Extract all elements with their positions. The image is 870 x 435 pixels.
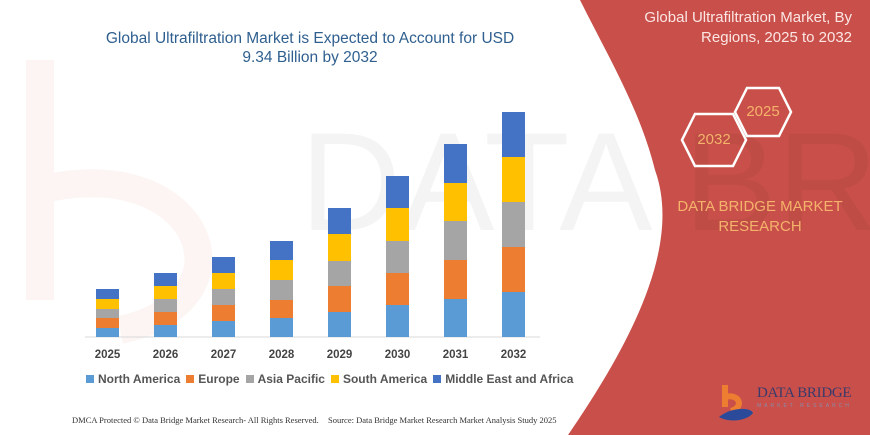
legend-swatch [330, 375, 339, 383]
bar-segment-2029-asia-pacific [328, 261, 351, 286]
bar-segment-2032-europe [502, 247, 525, 292]
panel-title: Global Ultrafiltration Market, By Region… [592, 8, 852, 48]
bar-segment-2025-europe [96, 318, 119, 328]
legend-item: Middle East and Africa [433, 372, 573, 386]
bar-segment-2031-middle-east-and-africa [444, 144, 467, 183]
panel-title-line-1: Global Ultrafiltration Market, By [644, 9, 852, 26]
legend-item: Europe [186, 372, 240, 386]
bar-segment-2028-south-america [270, 260, 293, 280]
legend: North America Europe Asia Pacific South Ame… [86, 372, 573, 386]
bar-segment-2028-north-america [270, 318, 293, 337]
bar-segment-2032-middle-east-and-africa [502, 112, 525, 157]
bar-segment-2031-asia-pacific [444, 221, 467, 260]
bars [96, 112, 525, 337]
bar-segment-2029-europe [328, 286, 351, 312]
bar-segment-2031-north-america [444, 299, 467, 337]
legend-item: Asia Pacific [245, 372, 325, 386]
x-tick-2030: 2030 [385, 349, 411, 361]
bar-segment-2028-middle-east-and-africa [270, 241, 293, 260]
red-panel [568, 0, 870, 435]
bar-segment-2026-asia-pacific [154, 299, 177, 312]
hex-2025 [733, 86, 793, 138]
bar-segment-2026-europe [154, 312, 177, 325]
legend-label: South America [342, 372, 428, 386]
logo-subtext: MARKET RESEARCH [757, 403, 852, 409]
bar-segment-2030-asia-pacific [386, 241, 409, 273]
footer-copyright: DMCA Protected © Data Bridge Market Rese… [72, 415, 319, 425]
bar-segment-2029-north-america [328, 312, 351, 337]
bar-segment-2028-asia-pacific [270, 280, 293, 300]
hex-2025-label: 2025 [746, 103, 780, 120]
bar-segment-2026-south-america [154, 286, 177, 299]
logo-text: DATA BRIDGE [757, 385, 852, 401]
legend-swatch [433, 375, 442, 383]
bar-segment-2032-south-america [502, 157, 525, 202]
bar-segment-2030-middle-east-and-africa [386, 176, 409, 208]
x-tick-2028: 2028 [269, 349, 295, 361]
legend-item: South America [330, 372, 428, 386]
hex-2032-label: 2032 [697, 131, 731, 148]
bar-segment-2029-south-america [328, 234, 351, 261]
x-tick-2025: 2025 [95, 349, 121, 361]
bar-segment-2030-europe [386, 273, 409, 305]
title-line-1: Global Ultrafiltration Market is Expecte… [105, 30, 515, 47]
bar-segment-2026-north-america [154, 325, 177, 337]
x-tick-labels: 2025 2026 2027 2028 2029 2030 2031 2032 [95, 349, 527, 361]
bar-segment-2032-asia-pacific [502, 202, 525, 247]
legend-swatch [186, 375, 195, 383]
bar-segment-2025-asia-pacific [96, 309, 119, 318]
brand-line-2: RESEARCH [718, 218, 802, 235]
bar-segment-2027-asia-pacific [212, 289, 235, 305]
bar-segment-2032-north-america [502, 292, 525, 337]
bar-segment-2025-middle-east-and-africa [96, 289, 119, 299]
title-line-2: 9.34 Billion by 2032 [242, 49, 378, 66]
bar-segment-2029-middle-east-and-africa [328, 208, 351, 234]
legend-label: Asia Pacific [257, 372, 325, 386]
bar-segment-2027-south-america [212, 273, 235, 289]
legend-swatch [245, 375, 254, 383]
bar-segment-2030-north-america [386, 305, 409, 337]
bar-segment-2025-south-america [96, 299, 119, 309]
legend-swatch [86, 375, 94, 383]
x-tick-2029: 2029 [327, 349, 353, 361]
brand-line-1: DATA BRIDGE MARKET [677, 198, 843, 215]
bar-segment-2028-europe [270, 300, 293, 318]
bar-segment-2026-middle-east-and-africa [154, 273, 177, 286]
brand-text: DATA BRIDGE MARKET RESEARCH [660, 197, 860, 237]
footer-source: Source: Data Bridge Market Research Mark… [328, 415, 557, 425]
hex-2032 [680, 112, 748, 168]
legend-item: North America [86, 372, 180, 386]
bar-segment-2031-south-america [444, 183, 467, 221]
bar-segment-2027-europe [212, 305, 235, 321]
chart-title: Global Ultrafiltration Market is Expecte… [60, 29, 560, 67]
bar-segment-2027-north-america [212, 321, 235, 337]
panel-title-line-2: Regions, 2025 to 2032 [701, 29, 852, 46]
x-tick-2026: 2026 [153, 349, 179, 361]
x-tick-2027: 2027 [211, 349, 237, 361]
bar-segment-2031-europe [444, 260, 467, 299]
x-tick-2031: 2031 [443, 349, 469, 361]
legend-label: North America [98, 372, 181, 386]
legend-label: Middle East and Africa [445, 372, 574, 386]
bar-segment-2030-south-america [386, 208, 409, 241]
bar-segment-2027-middle-east-and-africa [212, 257, 235, 273]
logo-icon [719, 385, 753, 421]
x-tick-2032: 2032 [501, 349, 527, 361]
bar-segment-2025-north-america [96, 328, 119, 337]
legend-label: Europe [198, 372, 240, 386]
